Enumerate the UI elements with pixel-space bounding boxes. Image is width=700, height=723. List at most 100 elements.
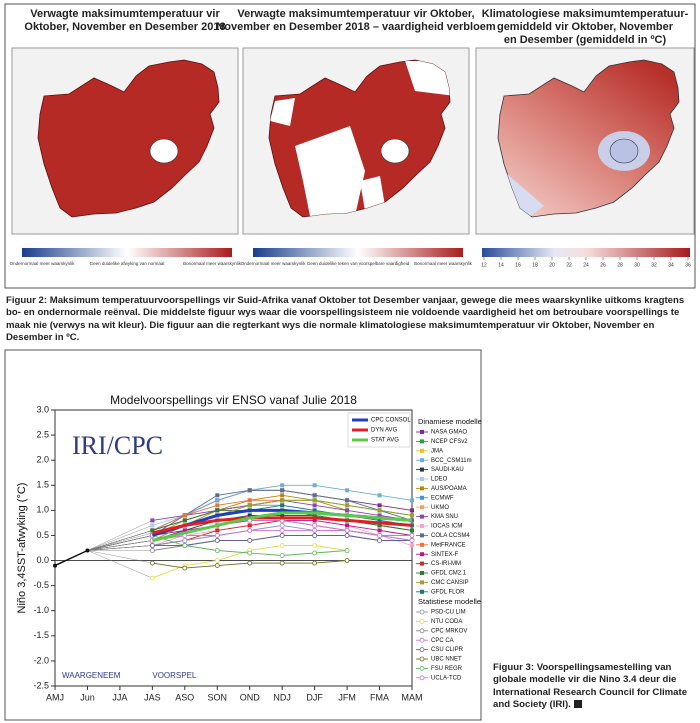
legend-label: STAT AVG — [371, 438, 399, 444]
map-title: November en Desember 2018 – vaardigheid … — [216, 21, 496, 33]
legend-label: NCEP CFSv2 — [431, 439, 468, 445]
model-point — [377, 508, 382, 513]
colorbar-tick-label: 12 — [481, 262, 487, 268]
y-tick-label: -1.5 — [33, 630, 49, 640]
y-tick-label: 1.5 — [36, 480, 49, 490]
model-point — [312, 560, 318, 566]
legend-marker — [420, 589, 424, 594]
map-title: en Desember (gemiddeld in ºC) — [504, 34, 667, 46]
model-point — [409, 533, 415, 538]
model-point — [149, 548, 155, 553]
connector — [87, 545, 153, 551]
model-point — [280, 513, 285, 518]
colorbar-tick-label: 36 — [685, 262, 691, 268]
model-point — [312, 543, 318, 548]
plot-area — [54, 409, 413, 687]
annotation: VOORSPEL — [152, 671, 197, 680]
model-point — [410, 528, 414, 533]
model-point — [344, 558, 350, 563]
legend-label: GFDL FLOR — [431, 589, 465, 595]
model-point — [215, 508, 220, 513]
map-title: Oktober, November en Desember 2018 — [24, 21, 225, 33]
colorbar-tick-label: 24 — [583, 262, 589, 268]
observed-point — [85, 548, 90, 553]
connector — [87, 520, 153, 551]
model-point — [410, 498, 414, 503]
model-point — [150, 518, 155, 523]
legend-label: JMA — [431, 448, 443, 454]
legend-label: DYN AVG — [371, 428, 398, 434]
connector — [87, 525, 153, 551]
x-tick-label: JFM — [338, 692, 356, 702]
legend-marker — [419, 618, 425, 624]
model-point — [279, 523, 285, 528]
colorbar-label: Bonormaal meer waarskynlik — [414, 261, 473, 266]
y-tick-label: -0.5 — [33, 580, 49, 590]
legend-label: SAUDI-KAU — [431, 467, 464, 473]
model-point — [182, 543, 188, 548]
colorbar-tick-label: 30 — [634, 262, 640, 268]
model-point — [410, 513, 414, 518]
model-point — [247, 523, 252, 528]
y-tick-label: -2.5 — [33, 680, 49, 690]
y-tick-label: 1.0 — [36, 505, 49, 515]
legend-marker — [420, 448, 424, 453]
model-point — [214, 548, 220, 553]
x-tick-label: AMJ — [46, 692, 64, 702]
model-point — [280, 498, 285, 503]
model-point — [150, 528, 155, 533]
connector — [87, 535, 153, 551]
model-point — [377, 518, 382, 523]
map-3 — [475, 47, 695, 235]
map-title: Verwagte maksimumtemperatuur vir Oktober… — [237, 8, 474, 20]
model-point — [410, 508, 414, 513]
model-point — [377, 523, 382, 528]
legend-label: CPC MRKOV — [431, 628, 467, 634]
model-point — [312, 550, 318, 556]
legend-marker — [419, 675, 425, 681]
legend-label: SINTEX-F — [431, 552, 459, 558]
model-point — [377, 528, 382, 533]
model-point — [247, 560, 253, 566]
model-point — [279, 543, 285, 548]
model-point — [280, 483, 285, 488]
model-point — [312, 498, 317, 503]
model-point — [345, 508, 350, 513]
legend-label: NTU CODA — [431, 619, 462, 625]
colorbar-label: Geen duidelike teken van voorspelbare va… — [307, 261, 410, 266]
figure-3: Modelvoorspellings vir ENSO vanaf Julie … — [4, 349, 482, 721]
colorbar — [482, 248, 690, 257]
model-point — [344, 548, 350, 553]
legend-title: Statistiese modelle — [418, 597, 481, 606]
colorbar-tick-label: 22 — [566, 262, 572, 268]
legend-marker — [420, 571, 424, 575]
model-point — [312, 513, 317, 518]
y-tick-label: 0.0 — [36, 555, 49, 565]
legend-marker — [420, 514, 424, 519]
colorbar-tick-label: 26 — [600, 262, 606, 268]
model-point — [410, 543, 414, 548]
legend-marker — [419, 609, 425, 615]
model-point — [182, 538, 188, 543]
y-tick-label: -2.0 — [33, 655, 49, 665]
series-line — [152, 516, 413, 535]
model-point — [312, 528, 318, 533]
x-tick-label: NDJ — [273, 692, 291, 702]
model-point — [345, 503, 350, 508]
y-tick-label: 0.5 — [36, 530, 49, 540]
colorbar-tick-label: 34 — [668, 262, 674, 268]
legend-marker — [420, 524, 424, 528]
model-point — [279, 528, 285, 533]
legend-marker — [420, 458, 424, 463]
model-point — [410, 518, 414, 523]
model-point — [247, 538, 253, 543]
legend-label: MetFRANCE — [431, 542, 466, 548]
colorbar-tick-label: 14 — [498, 262, 504, 268]
model-point — [247, 528, 253, 533]
legend-label: BCC_CSM11m — [431, 458, 472, 464]
model-point — [377, 493, 382, 498]
model-point — [215, 503, 220, 508]
legend-marker — [420, 439, 424, 444]
model-point — [312, 508, 317, 513]
annotation: IRI/CPC — [72, 431, 163, 460]
